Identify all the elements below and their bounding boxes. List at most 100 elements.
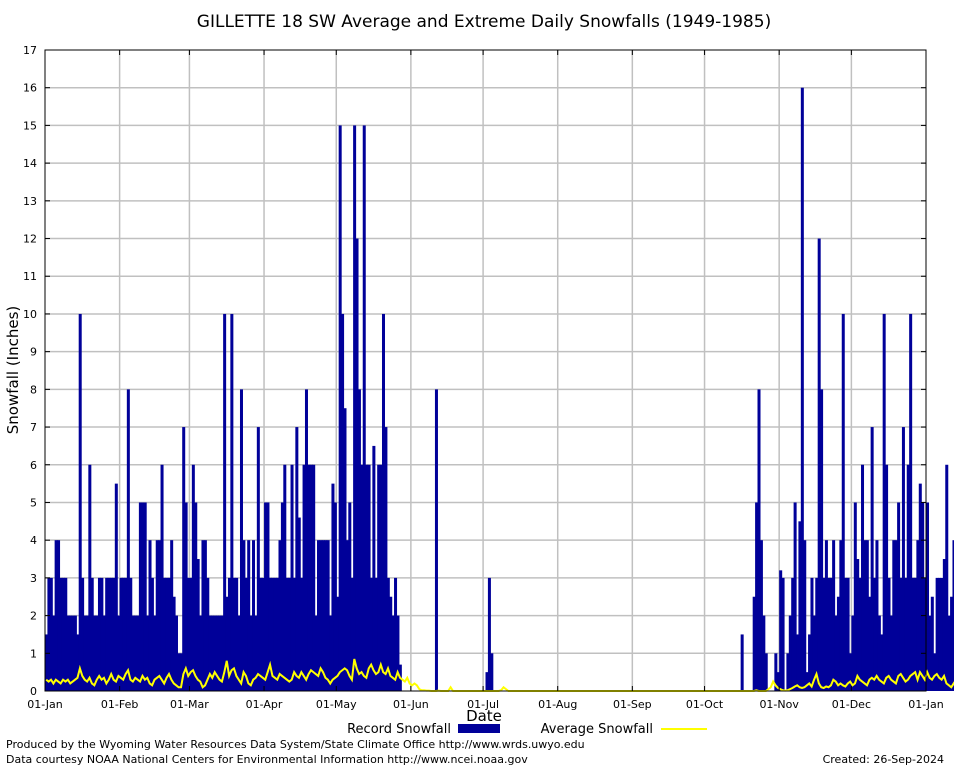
- record-snowfall-bar: [244, 577, 248, 691]
- y-tick-label: 17: [23, 44, 37, 57]
- record-snowfall-bar: [225, 596, 229, 691]
- record-snowfall-bar: [93, 615, 97, 691]
- record-snowfall-bar: [85, 615, 89, 691]
- record-snowfall-bar: [391, 615, 395, 691]
- record-snowfall-bar: [172, 596, 176, 691]
- record-snowfall-bar: [345, 540, 349, 691]
- record-snowfall-bar: [865, 540, 869, 691]
- record-snowfall-bar: [227, 577, 231, 691]
- x-tick-label: 01-Mar: [170, 698, 209, 711]
- record-snowfall-bar: [800, 87, 804, 691]
- record-snowfall-bar: [779, 570, 783, 691]
- record-snowfall-bar: [45, 634, 49, 691]
- record-snowfall-bar: [146, 615, 150, 691]
- record-snowfall-bar: [290, 464, 294, 691]
- record-snowfall-bar: [143, 502, 147, 691]
- record-snowfall-bar: [64, 577, 68, 691]
- record-snowfall-bar: [372, 445, 376, 691]
- record-snowfall-bar: [786, 653, 790, 691]
- record-snowfall-bar: [851, 615, 855, 691]
- record-snowfall-bar: [95, 615, 99, 691]
- record-snowfall-bar: [119, 577, 123, 691]
- record-snowfall-bar: [259, 577, 263, 691]
- record-snowfall-bar: [870, 427, 874, 691]
- record-snowfall-bar: [208, 615, 212, 691]
- record-snowfall-bar: [326, 540, 330, 691]
- record-snowfall-bar: [52, 615, 56, 691]
- record-snowfall-bar: [153, 615, 157, 691]
- footer-created-date: Created: 26-Sep-2024: [822, 753, 944, 766]
- record-snowfall-bar: [126, 389, 130, 691]
- record-snowfall-bar: [868, 596, 872, 691]
- record-snowfall-bar: [220, 615, 224, 691]
- record-snowfall-bar: [266, 502, 270, 691]
- record-snowfall-bar: [292, 577, 296, 691]
- record-snowfall-bar: [54, 540, 58, 691]
- record-snowfall-bar: [343, 408, 347, 691]
- x-tick-label: 01-Oct: [686, 698, 724, 711]
- record-snowfall-bar: [201, 540, 205, 691]
- record-snowfall-bar: [213, 615, 217, 691]
- y-tick-label: 11: [23, 270, 37, 283]
- record-snowfall-bar: [268, 577, 272, 691]
- y-tick-label: 1: [30, 647, 37, 660]
- record-snowfall-bar: [757, 389, 761, 691]
- record-snowfall-bar: [288, 577, 292, 691]
- x-tick-label: 01-Feb: [101, 698, 138, 711]
- record-snowfall-bar: [122, 577, 126, 691]
- record-snowfall-bar: [165, 577, 169, 691]
- x-tick-label: 01-Jun: [393, 698, 429, 711]
- record-snowfall-bar: [232, 577, 236, 691]
- record-snowfall-bar: [365, 464, 369, 691]
- record-snowfall-bar: [112, 577, 116, 691]
- record-snowfall-bar: [199, 615, 203, 691]
- record-snowfall-bar: [355, 238, 359, 691]
- record-snowfall-bar: [189, 577, 193, 691]
- record-snowfall-bar: [381, 313, 385, 691]
- record-snowfall-bar: [102, 615, 106, 691]
- x-tick-label: 01-Dec: [832, 698, 871, 711]
- record-snowfall-bar: [791, 577, 795, 691]
- y-tick-label: 15: [23, 119, 37, 132]
- record-snowfall-bar: [314, 615, 318, 691]
- record-snowfall-bar: [321, 540, 325, 691]
- record-snowfall-bar: [124, 577, 128, 691]
- record-snowfall-bar: [49, 577, 53, 691]
- record-snowfall-bar: [822, 577, 826, 691]
- x-tick-label: 01-Sep: [613, 698, 652, 711]
- record-snowfall-bar: [78, 313, 82, 691]
- record-snowfall-bar: [877, 615, 881, 691]
- record-snowfall-bar: [304, 389, 308, 691]
- record-snowfall-bar: [805, 672, 809, 691]
- record-snowfall-bar: [909, 313, 913, 691]
- record-snowfall-bar: [740, 634, 744, 691]
- record-snowfall-bar: [107, 577, 111, 691]
- record-snowfall-bar: [810, 577, 814, 691]
- y-tick-label: 13: [23, 195, 37, 208]
- y-tick-label: 14: [23, 157, 37, 170]
- record-snowfall-bar: [329, 615, 333, 691]
- record-snowfall-bar: [923, 577, 927, 691]
- record-snowfall-bar: [485, 672, 489, 691]
- y-tick-label: 2: [30, 610, 37, 623]
- record-snowfall-bar: [88, 464, 92, 691]
- record-snowfall-bar: [109, 577, 113, 691]
- y-tick-label: 0: [30, 685, 37, 698]
- record-snowfall-bar: [280, 502, 284, 691]
- record-snowfall-bar: [394, 577, 398, 691]
- record-snowfall-bar: [916, 540, 920, 691]
- record-snowfall-bar: [69, 615, 73, 691]
- record-snowfall-bar: [947, 615, 951, 691]
- record-snowfall-bar: [256, 427, 260, 691]
- record-snowfall-bar: [324, 540, 328, 691]
- record-snowfall-bar: [386, 577, 390, 691]
- record-snowfall-bar: [162, 577, 166, 691]
- record-snowfall-bar: [921, 502, 925, 691]
- record-snowfall-bar: [889, 615, 893, 691]
- record-snowfall-bar: [894, 540, 898, 691]
- y-axis-label: Snowfall (Inches): [4, 306, 22, 434]
- record-snowfall-bar: [117, 615, 121, 691]
- record-snowfall-bar: [793, 502, 797, 691]
- record-snowfall-bar: [230, 313, 234, 691]
